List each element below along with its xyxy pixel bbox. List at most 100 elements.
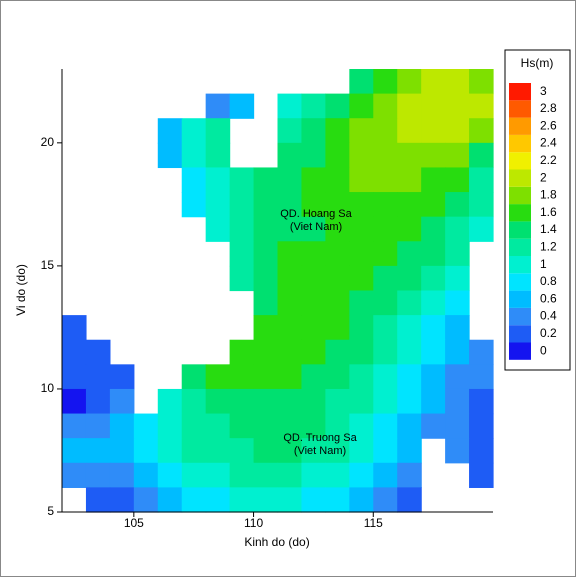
annotation: (Viet Nam) [290, 221, 342, 233]
cell [301, 364, 326, 390]
cell [421, 69, 446, 95]
cell [397, 339, 422, 365]
cell [349, 216, 374, 242]
cell [397, 167, 422, 193]
cell [109, 388, 135, 415]
cell [445, 216, 470, 242]
legend-swatch [509, 342, 531, 360]
cell [277, 142, 303, 169]
cell [205, 462, 231, 488]
cell [85, 364, 111, 390]
cell [62, 438, 87, 464]
cell [229, 462, 255, 488]
cell [397, 93, 422, 119]
cell [109, 462, 135, 488]
cell [253, 388, 279, 415]
cell [349, 142, 374, 169]
cell [229, 216, 255, 242]
legend-label: 1.8 [540, 188, 557, 202]
cell [85, 438, 111, 464]
cell [469, 339, 494, 365]
legend-label: 2.4 [540, 136, 557, 150]
cell [325, 413, 350, 439]
cell [469, 364, 494, 390]
cell [469, 69, 494, 95]
cell [373, 118, 398, 144]
cell [277, 192, 303, 218]
cell [325, 93, 350, 119]
legend-swatch [509, 221, 531, 239]
cell [421, 216, 446, 242]
cell [277, 167, 303, 193]
cell [85, 339, 111, 365]
cell [469, 167, 494, 193]
cell [445, 364, 470, 390]
cell [373, 462, 398, 488]
cell [301, 167, 326, 193]
cell [469, 93, 494, 119]
cell [325, 438, 350, 464]
cell [181, 388, 207, 415]
cell [277, 241, 303, 267]
cell [469, 462, 494, 488]
legend-label: 2.6 [540, 118, 557, 132]
cell [445, 388, 470, 415]
cell [325, 487, 350, 513]
cell [277, 413, 303, 439]
y-tick-label: 10 [41, 381, 55, 395]
cell [253, 462, 279, 488]
legend-label: 3 [540, 84, 547, 98]
cell [253, 192, 279, 218]
cell [62, 339, 87, 365]
cell [397, 487, 422, 513]
cell [373, 167, 398, 193]
cell [325, 192, 350, 218]
cell [445, 438, 470, 464]
cell [373, 265, 398, 292]
cell [277, 216, 303, 242]
legend-label: 1.4 [540, 222, 557, 236]
cell [325, 462, 350, 488]
cell [445, 118, 470, 144]
cell [397, 462, 422, 488]
cell [181, 364, 207, 390]
cell [373, 487, 398, 513]
cell [325, 118, 350, 144]
cell [181, 118, 207, 144]
cell [325, 388, 350, 415]
cell [181, 142, 207, 169]
cell [301, 413, 326, 439]
cell [205, 438, 231, 464]
cell [133, 462, 159, 488]
cell [205, 216, 231, 242]
y-axis-label: Vi do (do) [14, 264, 28, 316]
cell [133, 487, 159, 513]
cell [469, 388, 494, 415]
cell [373, 438, 398, 464]
cell [205, 413, 231, 439]
cell [373, 69, 398, 95]
cell [325, 241, 350, 267]
cell [277, 462, 303, 488]
cell [325, 216, 350, 242]
cell [445, 142, 470, 169]
cell [301, 265, 326, 292]
cell [301, 241, 326, 267]
cell [301, 118, 326, 144]
cell [157, 388, 183, 415]
y-tick-label: 20 [41, 135, 55, 149]
cell [133, 438, 159, 464]
cell [445, 241, 470, 267]
cell [133, 413, 159, 439]
cell [349, 69, 374, 95]
cell [373, 364, 398, 390]
cell [205, 364, 231, 390]
cell [421, 93, 446, 119]
cell [181, 487, 207, 513]
cell [421, 167, 446, 193]
cell [229, 413, 255, 439]
cell [397, 192, 422, 218]
cell [349, 265, 374, 292]
legend-label: 0.2 [540, 326, 557, 340]
cell [205, 192, 231, 218]
